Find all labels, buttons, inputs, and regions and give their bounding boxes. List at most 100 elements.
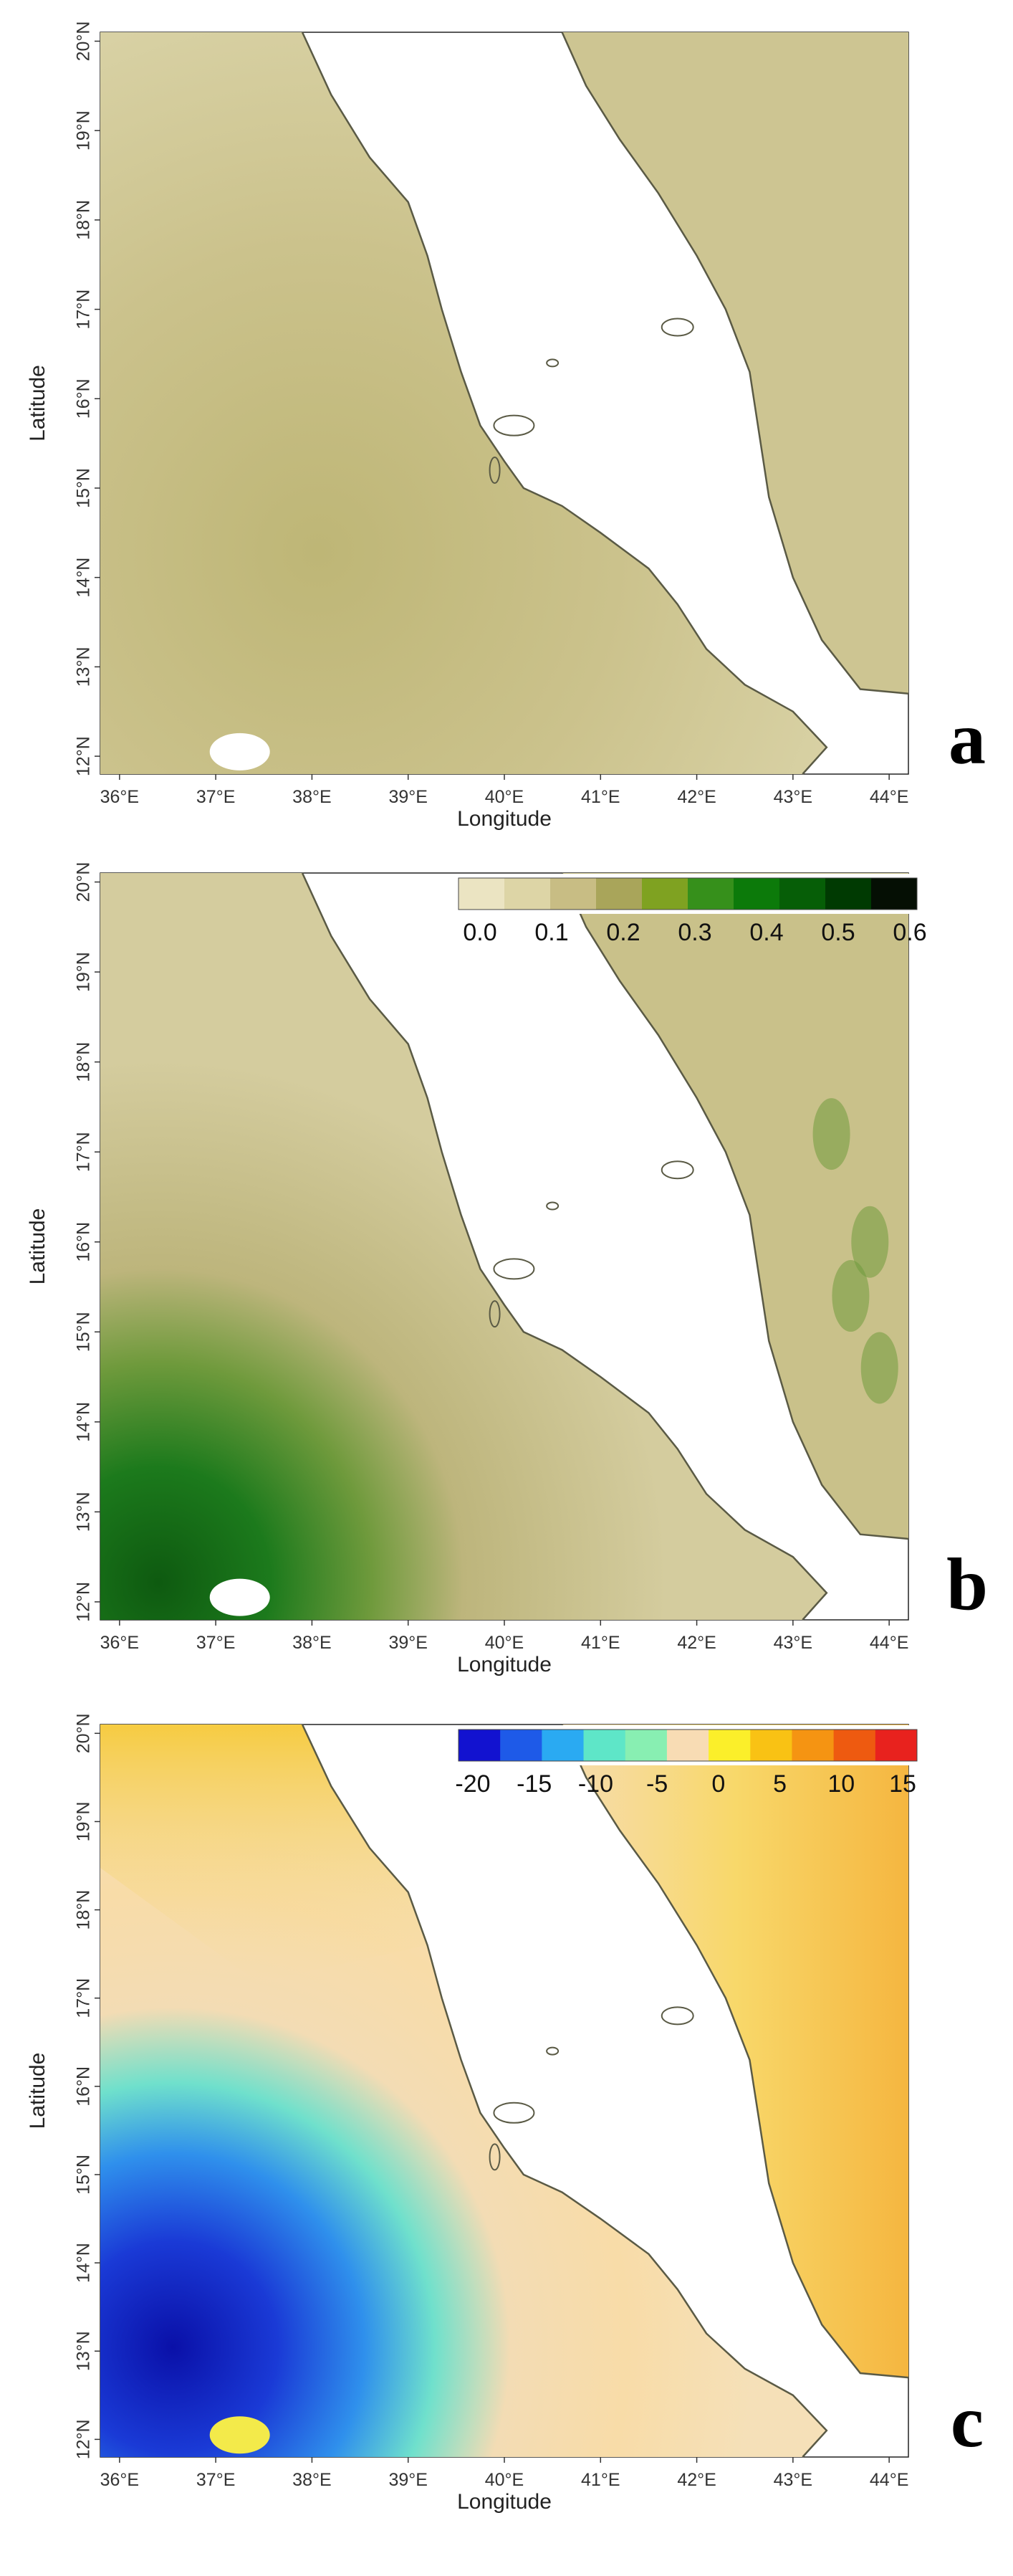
y-tick-label: 19°N <box>74 952 94 992</box>
colorbar-swatch <box>825 878 872 910</box>
colorbar-label: -5 <box>646 1770 668 1798</box>
colorbar-swatch <box>871 878 918 910</box>
colorbar-border <box>458 1729 918 1762</box>
x-tick-label: 40°E <box>485 787 524 807</box>
colorbar-swatch <box>642 878 688 910</box>
island <box>546 358 560 368</box>
land-africa <box>100 32 827 774</box>
y-tick-label: 18°N <box>74 1890 94 1930</box>
x-tick-label: 43°E <box>774 787 812 807</box>
y-tick-label: 12°N <box>74 1582 94 1622</box>
vegetation-patch <box>860 1332 898 1404</box>
y-tick-label: 16°N <box>74 378 94 419</box>
island <box>661 1160 694 1180</box>
colorbar-label: -10 <box>578 1770 613 1798</box>
y-tick-label: 17°N <box>74 1978 94 2018</box>
colorbar-label: 10 <box>827 1770 855 1798</box>
x-tick-label: 38°E <box>292 2470 331 2490</box>
colorbar-label: 5 <box>773 1770 787 1798</box>
island <box>489 2143 501 2171</box>
vegetation-patch <box>812 1098 850 1170</box>
y-tick-label: 15°N <box>74 2155 94 2195</box>
y-tick-label: 14°N <box>74 558 94 598</box>
coastline-arabia <box>561 32 909 695</box>
y-tick-label: 17°N <box>74 1132 94 1172</box>
colorbar-label: -20 <box>455 1770 490 1798</box>
colorbar-swatch <box>750 1730 792 1761</box>
colorbar-swatch <box>504 878 551 910</box>
colorbar-label: 0.0 <box>463 919 496 946</box>
colorbar-label: 15 <box>889 1770 916 1798</box>
colorbar-swatch <box>779 878 826 910</box>
coastline-africa <box>301 872 828 1621</box>
y-tick-label: 19°N <box>74 110 94 151</box>
y-tick-label: 19°N <box>74 1802 94 1842</box>
colorbar-swatch <box>792 1730 835 1761</box>
x-tick-label: 36°E <box>100 2470 139 2490</box>
colorbar-label: 0.4 <box>749 919 783 946</box>
island <box>489 457 501 485</box>
island <box>493 2102 535 2124</box>
x-tick-label: 36°E <box>100 1633 139 1653</box>
colorbar-swatch <box>734 878 780 910</box>
colorbar-swatch <box>459 1730 501 1761</box>
island <box>546 2046 560 2056</box>
colorbar-swatch <box>459 878 505 910</box>
x-axis-title: Longitude <box>457 807 552 831</box>
x-tick-label: 40°E <box>485 2470 524 2490</box>
y-tick-label: 18°N <box>74 1042 94 1082</box>
coastline-arabia <box>561 1724 909 2379</box>
x-tick-label: 43°E <box>774 2470 812 2490</box>
colorbar-swatch <box>625 1730 668 1761</box>
coastline-africa <box>301 32 828 775</box>
x-tick-label: 39°E <box>388 1633 427 1653</box>
y-tick-label: 13°N <box>74 1492 94 1532</box>
x-tick-label: 38°E <box>292 787 331 807</box>
x-tick-label: 42°E <box>677 787 716 807</box>
panel-label: a <box>949 697 986 780</box>
coastline-arabia <box>561 872 909 1540</box>
island <box>489 1300 501 1328</box>
land-arabia <box>562 873 908 1539</box>
y-tick-label: 17°N <box>74 290 94 330</box>
coastline-africa <box>301 1724 828 2458</box>
y-tick-label: 15°N <box>74 468 94 508</box>
y-tick-label: 12°N <box>74 736 94 776</box>
lake <box>209 2416 270 2454</box>
x-tick-label: 36°E <box>100 787 139 807</box>
x-tick-label: 37°E <box>196 787 235 807</box>
colorbar-border <box>458 877 918 910</box>
panel-a: 36°E 37°E 38°E 39°E 40°E 41°E 42°E 43°E 44°E 20°N… <box>26 22 986 831</box>
colorbar-swatch <box>688 878 734 910</box>
colorbar-label: 0.1 <box>534 919 568 946</box>
x-axis-title: Longitude <box>457 2490 552 2514</box>
colorbar-swatch <box>583 1730 626 1761</box>
y-axis-title: Latitude <box>26 1208 49 1285</box>
y-tick-label: 20°N <box>74 862 94 902</box>
x-tick-label: 41°E <box>581 787 620 807</box>
colorbar: -20 -15 -10 -5 0 5 10 15 <box>454 1725 921 1798</box>
y-tick-label: 14°N <box>74 2243 94 2283</box>
colorbar-swatch <box>709 1730 751 1761</box>
lake <box>209 1578 270 1616</box>
island <box>661 2006 694 2026</box>
y-tick-label: 20°N <box>74 1713 94 1753</box>
x-tick-label: 44°E <box>870 787 908 807</box>
vegetation-patch <box>832 1260 870 1332</box>
island <box>493 414 535 437</box>
land-arabia <box>562 1725 908 2378</box>
x-tick-label: 44°E <box>870 2470 908 2490</box>
colorbar-swatch <box>550 878 597 910</box>
y-tick-label: 18°N <box>74 200 94 240</box>
y-tick-label: 16°N <box>74 2066 94 2107</box>
land-arabia <box>562 32 908 694</box>
x-tick-label: 41°E <box>581 1633 620 1653</box>
y-axis-title: Latitude <box>26 2053 49 2129</box>
x-tick-label: 37°E <box>196 2470 235 2490</box>
colorbar-swatch <box>542 1730 585 1761</box>
colorbar-label: 0 <box>711 1770 725 1798</box>
x-tick-label: 39°E <box>388 2470 427 2490</box>
y-tick-label: 16°N <box>74 1222 94 1262</box>
colorbar-label: 0.5 <box>821 919 855 946</box>
